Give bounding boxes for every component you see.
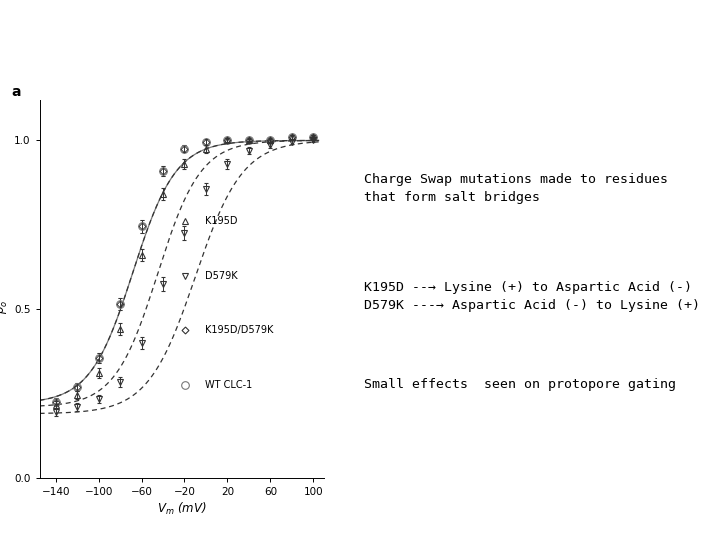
Text: WT CLC-1: WT CLC-1	[204, 380, 252, 390]
X-axis label: $V_{m}$ (mV): $V_{m}$ (mV)	[157, 501, 207, 517]
Y-axis label: $p_o^{protopore}$: $p_o^{protopore}$	[0, 264, 12, 314]
Text: K195D: K195D	[204, 216, 237, 226]
Text: a: a	[12, 85, 21, 99]
Text: K195D/D579K: K195D/D579K	[204, 326, 273, 335]
Text: K195D --→ Lysine (+) to Aspartic Acid (-)
D579K ---→ Aspartic Acid (-) to Lysine: K195D --→ Lysine (+) to Aspartic Acid (-…	[364, 281, 700, 312]
Text: Charge Swap mutations made to residues
that form salt bridges: Charge Swap mutations made to residues t…	[364, 173, 667, 204]
Text: Small effects  seen on protopore gating: Small effects seen on protopore gating	[364, 378, 675, 391]
Text: D579K: D579K	[204, 271, 237, 281]
